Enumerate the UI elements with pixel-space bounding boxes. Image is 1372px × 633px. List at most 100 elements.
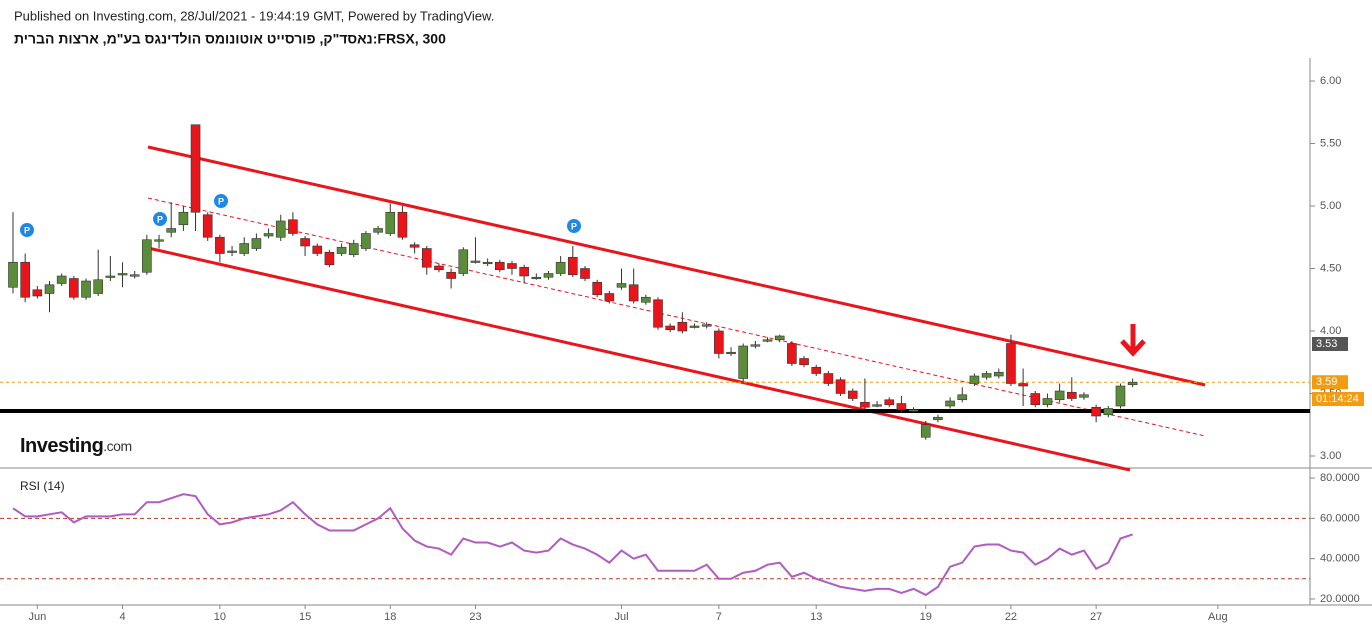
candle-body xyxy=(421,248,432,268)
candle-body xyxy=(543,273,554,278)
y-tick-label: 3.00 xyxy=(1320,450,1341,462)
candle-body xyxy=(8,261,18,288)
candle-body xyxy=(531,276,542,280)
x-tick-label: 15 xyxy=(299,611,311,623)
candle-body xyxy=(750,344,761,347)
candle-body xyxy=(251,238,262,249)
candle-body xyxy=(32,289,43,297)
marker xyxy=(153,212,167,226)
x-tick-label: Jul xyxy=(614,611,628,623)
marker xyxy=(214,194,228,208)
candle-body xyxy=(227,250,237,253)
logo: Investing.com xyxy=(20,435,132,457)
candle-body xyxy=(701,324,712,327)
x-tick-label: 10 xyxy=(214,611,226,623)
candle-body xyxy=(1091,406,1101,417)
candle-body xyxy=(799,358,809,366)
rsi-line xyxy=(12,493,1133,597)
candle-body xyxy=(20,261,30,298)
candle-body xyxy=(981,373,992,378)
candle-body xyxy=(1006,343,1016,384)
published-note: Published on Investing.com, 28/Jul/2021 … xyxy=(14,8,494,23)
rsi-tick-label: 40.0000 xyxy=(1320,553,1360,565)
y-tick-label: 6.00 xyxy=(1320,75,1341,87)
candle-body xyxy=(860,401,870,408)
candle-body xyxy=(81,280,91,298)
candle-body xyxy=(482,261,493,265)
candle-body xyxy=(1079,394,1089,398)
candle-body xyxy=(1042,398,1053,406)
y-tick-label: 4.50 xyxy=(1320,262,1341,274)
candle-body xyxy=(726,351,736,355)
candle-body xyxy=(69,278,79,298)
candle-body xyxy=(665,325,675,331)
candle-body xyxy=(908,409,919,412)
rsi-label: RSI (14) xyxy=(20,479,65,493)
candle-body xyxy=(470,260,481,263)
candle-body xyxy=(239,243,250,254)
dividend-markers: P P P P xyxy=(20,194,581,237)
down-arrow xyxy=(1120,324,1146,357)
candle-body xyxy=(920,424,931,438)
candle-body xyxy=(580,268,590,279)
candle-body xyxy=(373,228,383,233)
candle-body xyxy=(117,273,128,276)
candle-body xyxy=(714,330,724,354)
candle-body xyxy=(1030,393,1041,406)
candle-body xyxy=(519,266,529,277)
x-tick-label: 19 xyxy=(920,611,932,623)
x-tick-label: 13 xyxy=(810,611,822,623)
candle-body xyxy=(129,274,140,277)
x-tick-label: 4 xyxy=(119,611,125,623)
y-tick-label: 4.00 xyxy=(1320,325,1341,337)
rsi-tick-label: 20.0000 xyxy=(1320,593,1360,605)
candle-body xyxy=(1103,408,1114,416)
candle-body xyxy=(945,400,955,407)
candle-body xyxy=(957,394,968,401)
candle-body xyxy=(458,249,469,274)
candle-body xyxy=(1127,381,1138,386)
candle-body xyxy=(190,124,201,213)
candle-body xyxy=(44,284,55,294)
marker xyxy=(20,223,34,237)
candle-body xyxy=(1018,383,1028,387)
candle-body xyxy=(847,390,858,399)
candle-body xyxy=(568,256,578,276)
candle-body xyxy=(604,293,615,302)
channel-middle xyxy=(147,197,1206,437)
countdown: 01:14:24 xyxy=(1316,393,1359,405)
candle-body xyxy=(774,335,785,341)
candle-body xyxy=(397,211,408,238)
x-tick-label: 22 xyxy=(1005,611,1017,623)
candle-body xyxy=(762,339,773,342)
candle-body xyxy=(1115,385,1126,407)
last-price-tag-box xyxy=(1312,375,1348,390)
rsi-tick-label: 80.0000 xyxy=(1320,472,1360,484)
candle-body xyxy=(787,343,797,364)
candle-body xyxy=(263,233,274,237)
candle-body xyxy=(884,399,895,406)
x-tick-label: 7 xyxy=(716,611,722,623)
candle-body xyxy=(738,345,749,379)
candle-body xyxy=(324,251,335,266)
candle-body xyxy=(616,283,627,288)
y-tick-label: 5.50 xyxy=(1320,137,1341,149)
candle-body xyxy=(592,281,602,296)
x-tick-label: Jun xyxy=(28,611,46,623)
candle-body xyxy=(494,261,505,271)
candle-body xyxy=(628,284,639,302)
candle-body xyxy=(896,403,907,411)
x-tick-label: 18 xyxy=(384,611,396,623)
x-tick-label: 27 xyxy=(1090,611,1102,623)
candle-body xyxy=(336,246,347,254)
candle-body xyxy=(446,271,456,279)
candle-body xyxy=(1054,390,1065,401)
candle-body xyxy=(1066,391,1077,399)
candle-body xyxy=(689,325,700,328)
prev-price-tag-box xyxy=(1312,337,1348,351)
last-price-tag: 3.59 xyxy=(1316,376,1337,388)
candle-body xyxy=(641,296,651,303)
x-tick-label: Aug xyxy=(1208,611,1228,623)
candle-body xyxy=(312,245,323,254)
